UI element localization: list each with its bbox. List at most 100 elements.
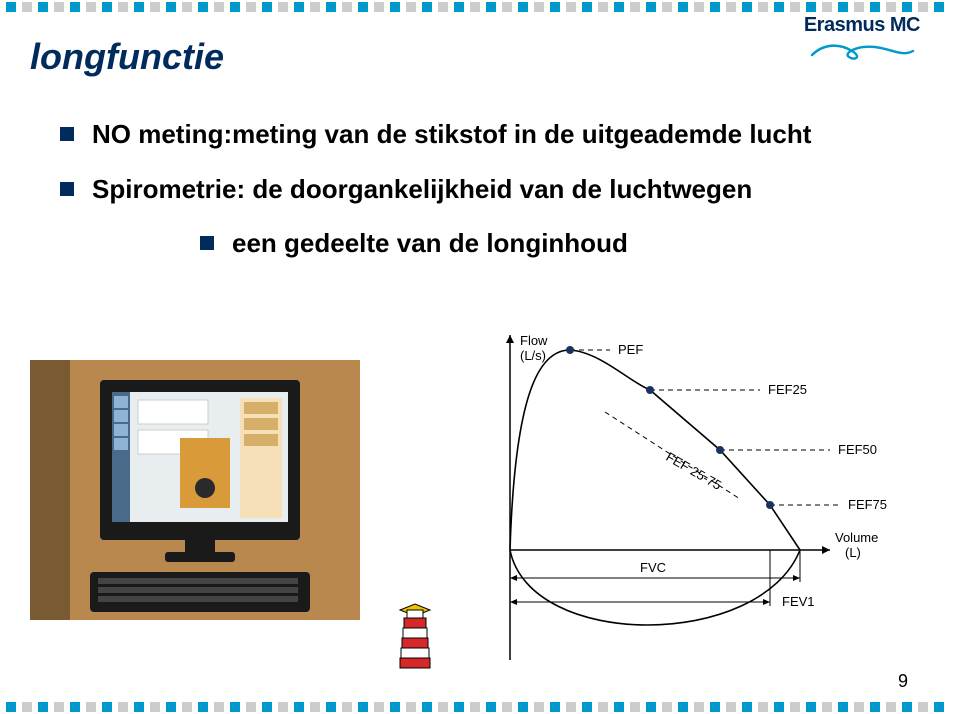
border-dot bbox=[422, 2, 432, 12]
border-dot bbox=[566, 702, 576, 712]
border-dot bbox=[566, 2, 576, 12]
border-dot bbox=[774, 2, 784, 12]
border-dot bbox=[806, 2, 816, 12]
border-dot bbox=[694, 2, 704, 12]
border-dot bbox=[662, 702, 672, 712]
border-dot bbox=[646, 2, 656, 12]
top-dots-bar bbox=[6, 2, 944, 12]
lighthouse-icon bbox=[390, 600, 440, 675]
border-dot bbox=[326, 702, 336, 712]
border-dot bbox=[902, 702, 912, 712]
border-dot bbox=[598, 2, 608, 12]
border-dot bbox=[198, 2, 208, 12]
border-dot bbox=[278, 702, 288, 712]
border-dot bbox=[22, 2, 32, 12]
border-dot bbox=[38, 2, 48, 12]
border-dot bbox=[38, 702, 48, 712]
border-dot bbox=[262, 2, 272, 12]
border-dot bbox=[534, 2, 544, 12]
border-dot bbox=[550, 702, 560, 712]
border-dot bbox=[438, 702, 448, 712]
slide-title: longfunctie bbox=[30, 36, 224, 78]
border-dot bbox=[646, 702, 656, 712]
border-dot bbox=[678, 2, 688, 12]
border-dot bbox=[54, 702, 64, 712]
bullet-square-icon bbox=[60, 182, 74, 196]
border-dot bbox=[758, 702, 768, 712]
svg-text:FEF 25-75: FEF 25-75 bbox=[664, 449, 725, 493]
border-dot bbox=[614, 702, 624, 712]
border-dot bbox=[198, 702, 208, 712]
border-dot bbox=[726, 2, 736, 12]
border-dot bbox=[150, 702, 160, 712]
bullet-item: NO meting:meting van de stikstof in de u… bbox=[60, 118, 920, 151]
svg-text:(L/s): (L/s) bbox=[520, 348, 546, 363]
border-dot bbox=[310, 2, 320, 12]
border-dot bbox=[806, 702, 816, 712]
border-dot bbox=[438, 2, 448, 12]
border-dot bbox=[262, 702, 272, 712]
border-dot bbox=[406, 702, 416, 712]
border-dot bbox=[598, 702, 608, 712]
border-dot bbox=[742, 2, 752, 12]
border-dot bbox=[230, 2, 240, 12]
border-dot bbox=[166, 702, 176, 712]
slide: Erasmus MC longfunctie NO meting:meting … bbox=[0, 0, 960, 714]
bullet-text: Spirometrie: de doorgankelijkheid van de… bbox=[92, 173, 752, 206]
border-dot bbox=[86, 702, 96, 712]
bullet-text: NO meting:meting van de stikstof in de u… bbox=[92, 118, 811, 151]
border-dot bbox=[86, 2, 96, 12]
border-dot bbox=[246, 2, 256, 12]
border-dot bbox=[118, 2, 128, 12]
border-dot bbox=[870, 2, 880, 12]
border-dot bbox=[870, 702, 880, 712]
border-dot bbox=[790, 702, 800, 712]
border-dot bbox=[230, 702, 240, 712]
brand-name: Erasmus MC bbox=[804, 14, 920, 37]
bullet-item: Spirometrie: de doorgankelijkheid van de… bbox=[60, 173, 920, 206]
border-dot bbox=[246, 702, 256, 712]
border-dot bbox=[294, 702, 304, 712]
border-dot bbox=[742, 702, 752, 712]
border-dot bbox=[678, 702, 688, 712]
bullet-square-icon bbox=[200, 236, 214, 250]
border-dot bbox=[182, 2, 192, 12]
border-dot bbox=[614, 2, 624, 12]
border-dot bbox=[406, 2, 416, 12]
border-dot bbox=[790, 2, 800, 12]
border-dot bbox=[374, 2, 384, 12]
border-dot bbox=[854, 702, 864, 712]
svg-text:Flow: Flow bbox=[520, 333, 548, 348]
border-dot bbox=[470, 2, 480, 12]
border-dot bbox=[422, 702, 432, 712]
border-dot bbox=[470, 702, 480, 712]
border-dot bbox=[902, 2, 912, 12]
border-dot bbox=[886, 702, 896, 712]
border-dot bbox=[454, 2, 464, 12]
border-dot bbox=[310, 702, 320, 712]
page-number: 9 bbox=[898, 671, 908, 692]
border-dot bbox=[54, 2, 64, 12]
border-dot bbox=[774, 702, 784, 712]
border-dot bbox=[6, 702, 16, 712]
border-dot bbox=[150, 2, 160, 12]
bottom-dots-bar bbox=[6, 702, 944, 712]
border-dot bbox=[918, 702, 928, 712]
border-dot bbox=[6, 2, 16, 12]
border-dot bbox=[582, 2, 592, 12]
border-dot bbox=[838, 2, 848, 12]
border-dot bbox=[854, 2, 864, 12]
border-dot bbox=[694, 702, 704, 712]
border-dot bbox=[294, 2, 304, 12]
brand-scribble-icon bbox=[804, 37, 920, 67]
computer-photo bbox=[30, 360, 360, 620]
bullet-square-icon bbox=[60, 127, 74, 141]
border-dot bbox=[326, 2, 336, 12]
border-dot bbox=[454, 702, 464, 712]
border-dot bbox=[374, 702, 384, 712]
border-dot bbox=[22, 702, 32, 712]
svg-text:FEF25: FEF25 bbox=[768, 382, 807, 397]
bullet-text: een gedeelte van de longinhoud bbox=[232, 227, 628, 260]
border-dot bbox=[534, 702, 544, 712]
border-dot bbox=[166, 2, 176, 12]
